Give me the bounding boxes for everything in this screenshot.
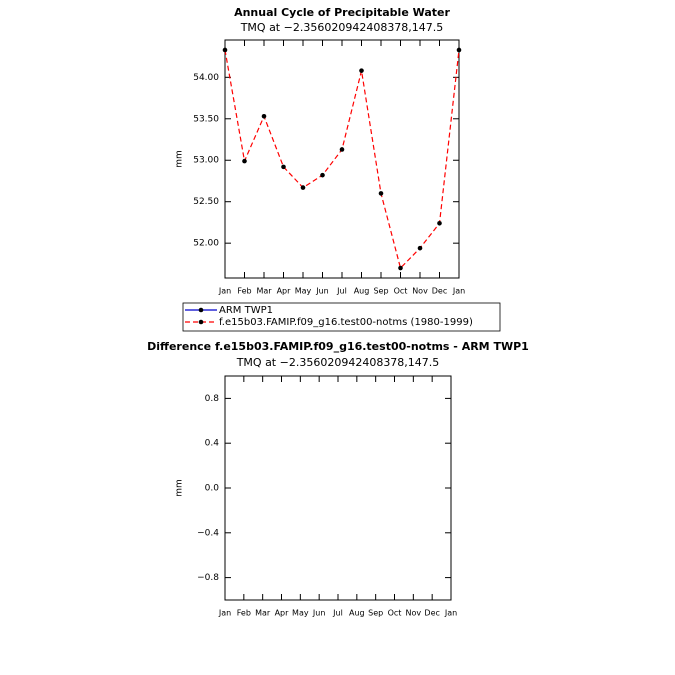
x-tick-label: Jan (218, 287, 231, 296)
x-tick-label: Nov (412, 287, 428, 296)
series-marker (378, 191, 384, 196)
x-tick-label: May (292, 609, 309, 618)
legend-marker (198, 307, 204, 313)
series-marker (222, 47, 228, 53)
x-tick-label: Feb (237, 287, 251, 296)
series-marker (320, 172, 325, 178)
x-tick-label: Sep (368, 609, 383, 618)
y-axis-label: mm (175, 150, 185, 168)
x-tick-label: Sep (373, 287, 388, 296)
legend-label: f.e15b03.FAMIP.f09_g16.test00-notms (198… (219, 317, 473, 328)
x-tick-label: Jan (444, 609, 457, 618)
series-marker (261, 113, 267, 119)
series-marker (417, 245, 423, 251)
y-tick-label: 53.50 (193, 114, 219, 124)
chart-subtitle: TMQ at −2.356020942408378,147.5 (240, 21, 444, 34)
x-tick-label: Jul (336, 287, 347, 296)
x-tick-label: Aug (349, 609, 365, 618)
y-tick-label: 0.8 (205, 394, 220, 404)
x-tick-label: Mar (256, 287, 272, 296)
series-marker (339, 147, 345, 152)
y-tick-label: 52.50 (193, 197, 219, 207)
series-marker (300, 185, 306, 190)
x-tick-label: Oct (388, 609, 402, 618)
series-marker (359, 68, 364, 73)
y-tick-label: −0.4 (197, 528, 219, 538)
x-tick-label: Apr (277, 287, 292, 296)
x-tick-label: Dec (432, 287, 447, 296)
x-tick-label: Feb (237, 609, 251, 618)
legend-label: ARM TWP1 (219, 305, 273, 316)
x-tick-label: Jan (218, 609, 231, 618)
y-tick-label: 54.00 (193, 73, 219, 83)
legend-box (182, 302, 501, 332)
y-tick-label: 0.0 (205, 484, 220, 494)
series-marker (437, 220, 442, 226)
y-tick-label: 0.4 (205, 439, 220, 449)
x-tick-label: Mar (255, 609, 271, 618)
y-tick-label: 53.00 (193, 156, 219, 166)
x-tick-label: Apr (275, 609, 290, 618)
x-tick-label: Nov (406, 609, 422, 618)
x-tick-label: May (295, 287, 312, 296)
x-tick-label: Dec (424, 609, 439, 618)
chart-title: Annual Cycle of Precipitable Water (234, 6, 450, 19)
x-tick-label: Aug (354, 287, 370, 296)
series-marker (242, 158, 247, 164)
chart-title: Difference f.e15b03.FAMIP.f09_g16.test00… (147, 340, 529, 353)
x-tick-label: Jan (452, 287, 465, 296)
x-tick-label: Jun (312, 609, 326, 618)
series-marker (456, 47, 462, 53)
plot-frame (224, 375, 452, 601)
y-axis-label: mm (175, 479, 185, 497)
x-tick-label: Oct (394, 287, 408, 296)
series-marker (281, 164, 286, 170)
series-line (224, 49, 460, 270)
series-marker (398, 265, 403, 271)
y-tick-label: 52.00 (193, 239, 219, 249)
y-tick-label: −0.8 (197, 573, 219, 583)
x-tick-label: Jun (315, 287, 329, 296)
x-tick-label: Jul (332, 609, 343, 618)
legend-marker (198, 319, 204, 325)
chart-subtitle: TMQ at −2.356020942408378,147.5 (236, 356, 440, 369)
